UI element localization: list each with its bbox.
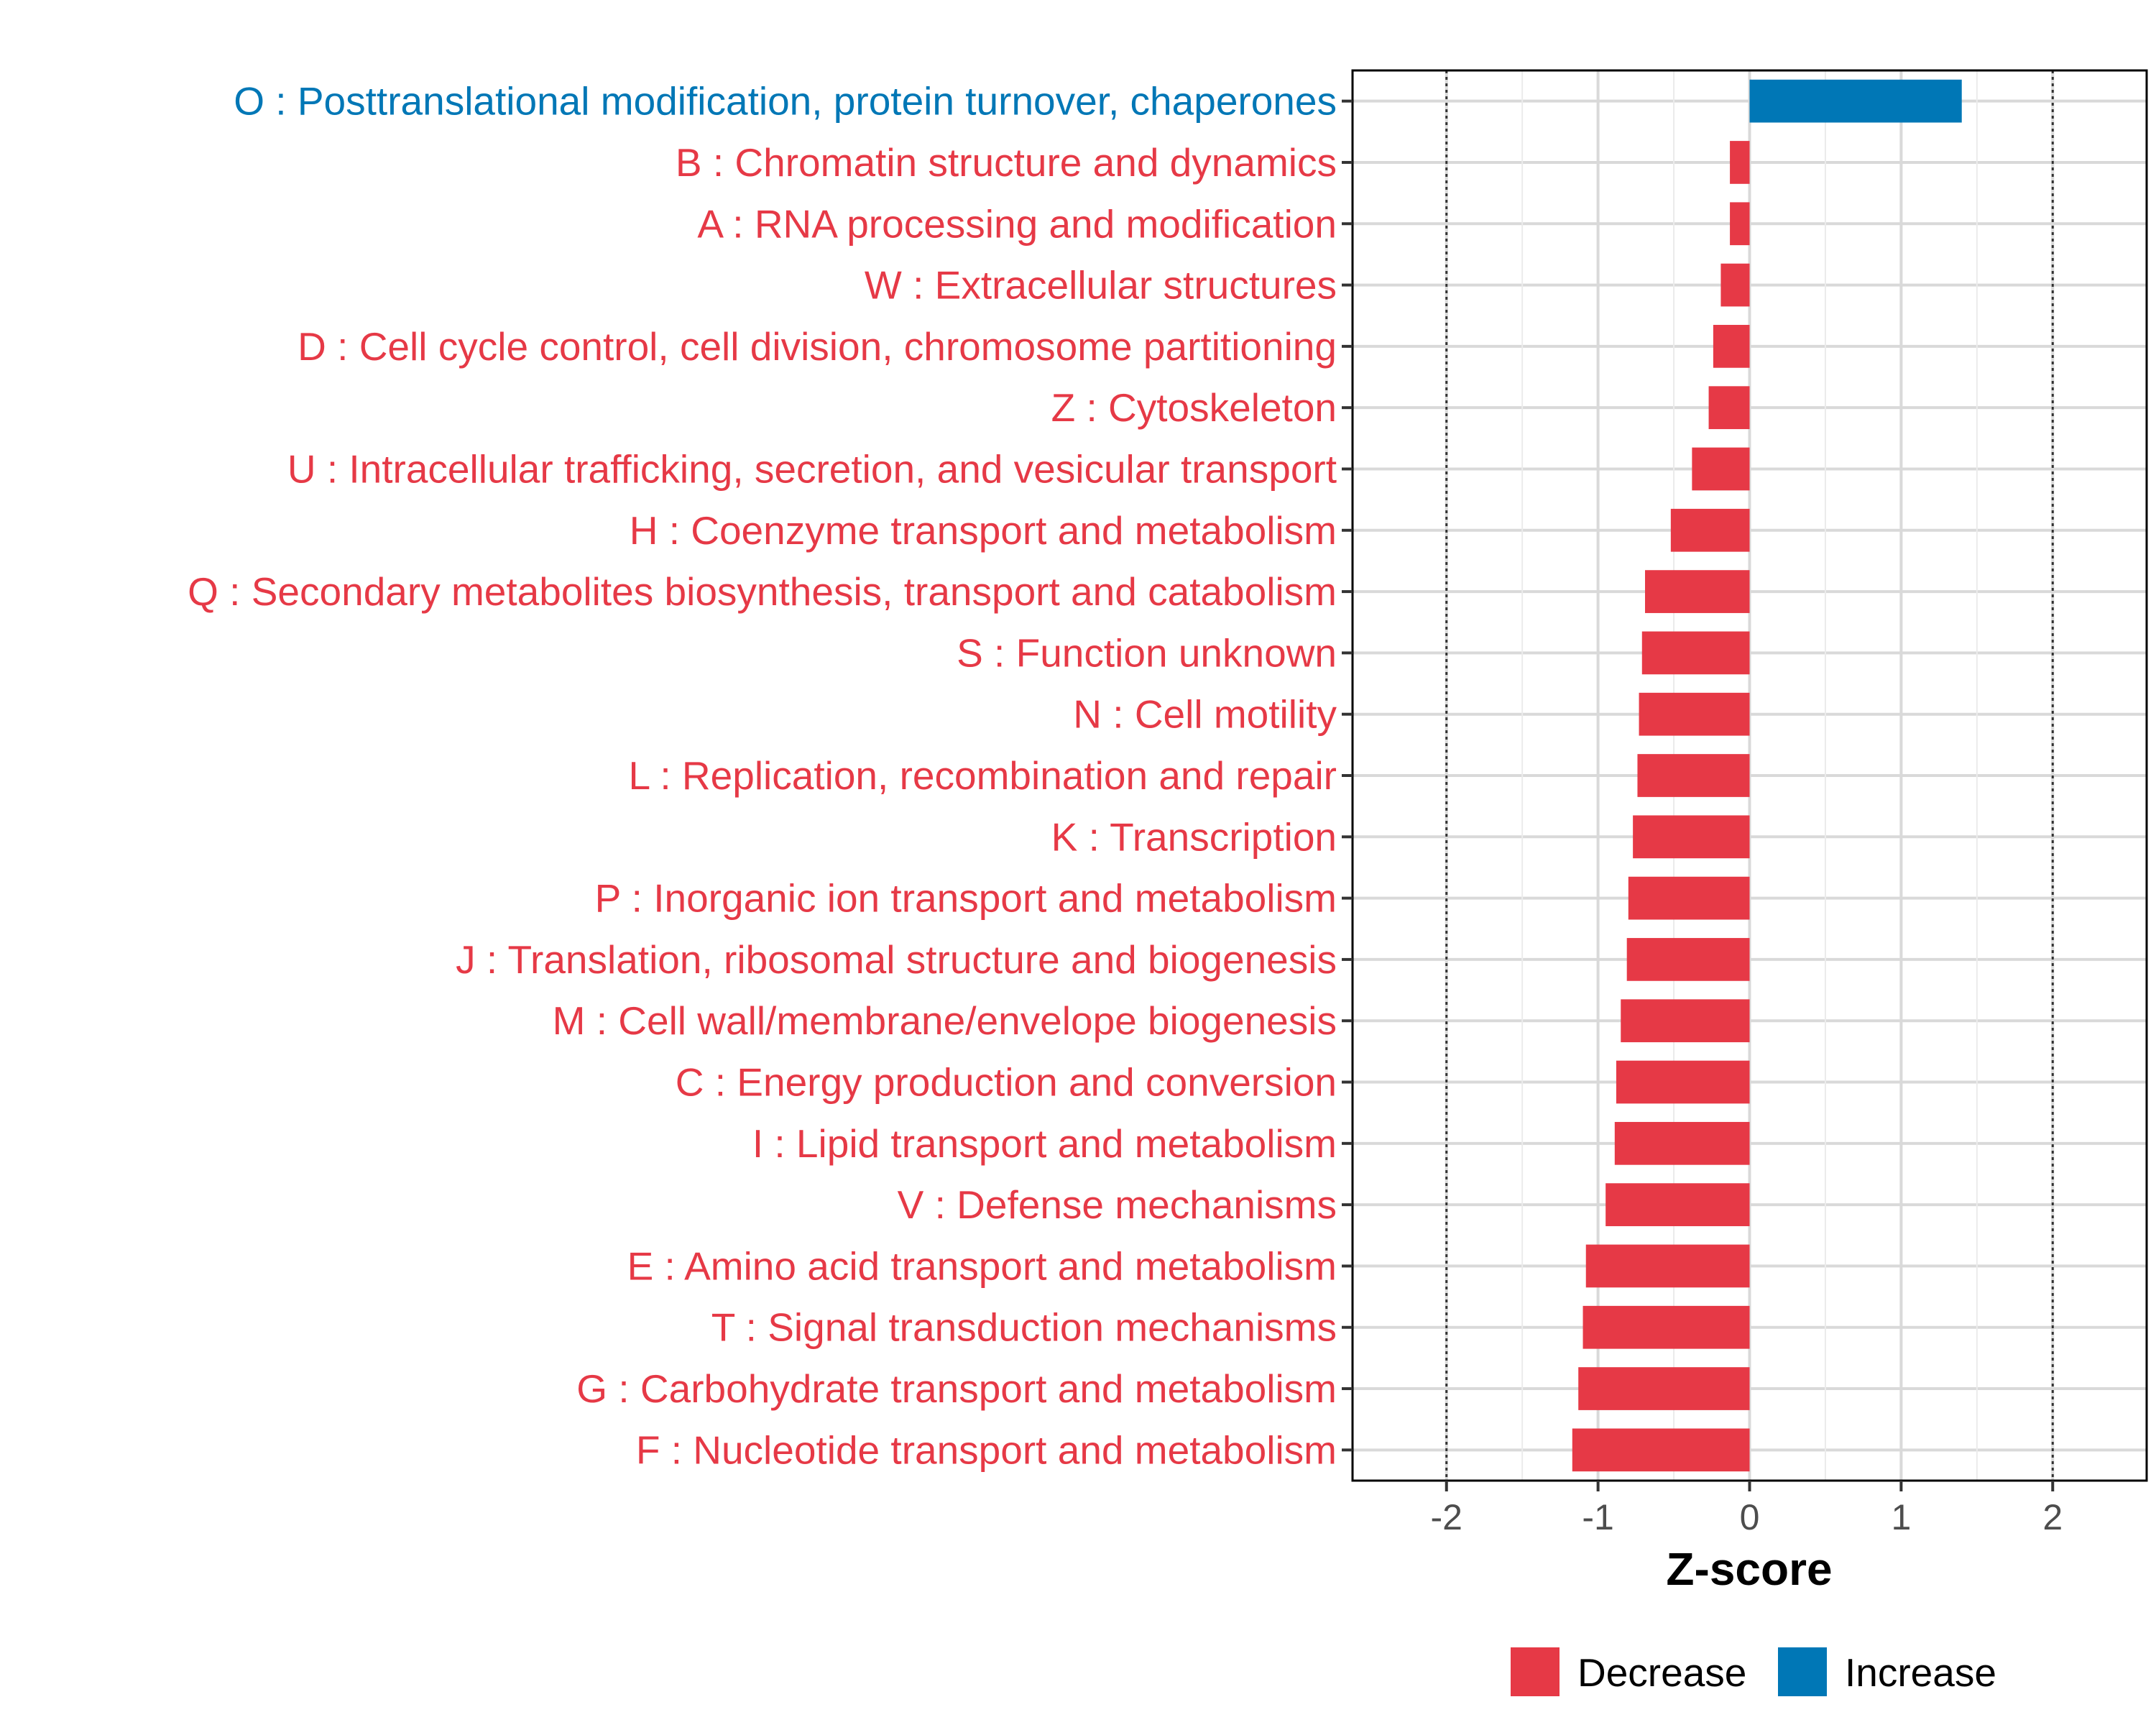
bar — [1749, 79, 1962, 123]
bar — [1641, 631, 1750, 675]
bar — [1708, 386, 1750, 430]
category-label: W : Extracellular structures — [865, 263, 1337, 308]
y-axis-labels: O : Posttranslational modification, prot… — [188, 79, 1337, 1473]
bar — [1633, 815, 1750, 859]
bar — [1606, 1183, 1750, 1226]
bar — [1713, 325, 1750, 368]
y-axis-ticks — [1342, 99, 1353, 1452]
category-label: M : Cell wall/membrane/envelope biogenes… — [553, 998, 1337, 1043]
category-label: C : Energy production and conversion — [676, 1060, 1337, 1105]
category-label: L : Replication, recombination and repai… — [629, 753, 1337, 798]
category-label: I : Lipid transport and metabolism — [752, 1121, 1337, 1166]
legend-swatch-decrease — [1511, 1647, 1560, 1696]
x-axis-tick-labels: -2 -1 0 1 2 — [1431, 1497, 2063, 1537]
bars — [1572, 79, 1962, 1472]
bar — [1614, 1121, 1750, 1165]
legend-label-increase: Increase — [1845, 1650, 1996, 1695]
category-label: S : Function unknown — [957, 630, 1337, 675]
bar — [1621, 999, 1750, 1043]
category-label: T : Signal transduction mechanisms — [711, 1305, 1337, 1350]
bar — [1585, 1244, 1750, 1288]
bar — [1692, 447, 1750, 491]
bar — [1670, 508, 1750, 552]
bar — [1639, 692, 1750, 736]
legend: Decrease Increase — [1511, 1647, 1996, 1696]
reference-lines — [1445, 70, 2054, 1481]
category-label: A : RNA processing and modification — [697, 201, 1337, 246]
category-label: P : Inorganic ion transport and metaboli… — [595, 876, 1337, 921]
bar — [1644, 570, 1750, 613]
bar — [1583, 1305, 1750, 1349]
bar — [1572, 1428, 1750, 1472]
x-tick-label: 1 — [1891, 1497, 1911, 1537]
category-label: V : Defense mechanisms — [898, 1182, 1337, 1227]
x-tick-label: -2 — [1431, 1497, 1462, 1537]
bar — [1628, 876, 1750, 920]
category-label: H : Coenzyme transport and metabolism — [630, 508, 1337, 553]
bar — [1578, 1367, 1750, 1410]
category-label: N : Cell motility — [1073, 692, 1337, 737]
x-tick-label: 2 — [2042, 1497, 2063, 1537]
bar — [1730, 202, 1750, 246]
category-label: B : Chromatin structure and dynamics — [676, 140, 1337, 185]
x-axis-ticks — [1445, 1481, 2055, 1491]
category-label: G : Carbohydrate transport and metabolis… — [576, 1366, 1337, 1411]
legend-label-decrease: Decrease — [1577, 1650, 1746, 1695]
category-label: K : Transcription — [1051, 814, 1337, 859]
category-label: Q : Secondary metabolites biosynthesis, … — [188, 569, 1337, 614]
bar — [1720, 263, 1750, 307]
x-tick-label: 0 — [1740, 1497, 1760, 1537]
x-axis-title: Z-score — [1666, 1543, 1832, 1595]
category-label: U : Intracellular trafficking, secretion… — [287, 446, 1337, 491]
category-label: Z : Cytoskeleton — [1051, 385, 1337, 430]
category-label: E : Amino acid transport and metabolism — [627, 1243, 1337, 1288]
bar — [1637, 754, 1750, 797]
x-tick-label: -1 — [1582, 1497, 1613, 1537]
bar — [1616, 1060, 1750, 1104]
bar — [1730, 141, 1750, 184]
bar — [1626, 938, 1750, 981]
category-label: F : Nucleotide transport and metabolism — [636, 1427, 1337, 1472]
category-label: O : Posttranslational modification, prot… — [234, 79, 1337, 124]
category-label: D : Cell cycle control, cell division, c… — [298, 324, 1337, 369]
category-label: J : Translation, ribosomal structure and… — [456, 937, 1337, 982]
legend-swatch-increase — [1778, 1647, 1827, 1696]
